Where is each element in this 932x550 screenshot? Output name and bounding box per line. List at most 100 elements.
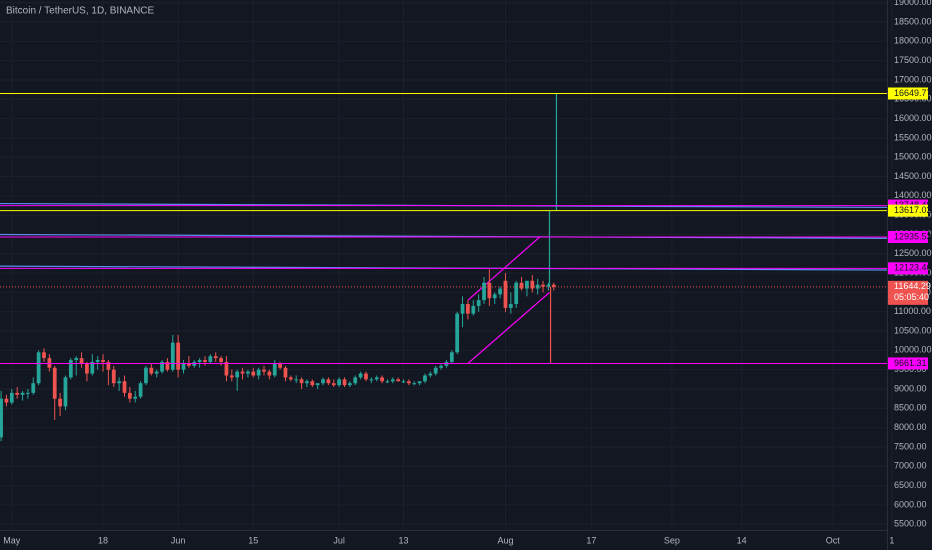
candle-body — [541, 284, 545, 287]
y-tick-label: 5500.00 — [894, 519, 927, 529]
candle-body — [278, 363, 282, 368]
x-tick-label: Jul — [333, 535, 345, 545]
candle-body — [208, 356, 213, 362]
y-tick-label: 9000.00 — [894, 383, 927, 393]
candle-body — [181, 363, 186, 370]
price-label-box — [888, 357, 928, 370]
y-tick-label: 6500.00 — [894, 480, 927, 490]
candle-body — [15, 392, 20, 395]
candle-body — [106, 361, 111, 370]
candle-body — [299, 379, 304, 384]
candle-body — [170, 342, 175, 370]
candle-body — [224, 361, 229, 376]
candle-body — [401, 381, 406, 383]
candle-body — [407, 381, 411, 384]
countdown-label: 05:05:40 — [894, 292, 929, 302]
candle-body — [514, 282, 519, 305]
candle-body — [262, 369, 266, 372]
price-label-box — [888, 262, 928, 275]
candle-body — [525, 280, 529, 289]
candle-body — [31, 383, 36, 393]
last-price-label: 11644.29 — [894, 281, 931, 291]
candle-body — [449, 352, 454, 362]
candle-body — [79, 358, 84, 364]
candle-body — [315, 383, 320, 386]
candle-body — [229, 375, 234, 378]
candle-body — [337, 379, 342, 386]
plot — [0, 92, 888, 442]
candle-body — [326, 379, 331, 384]
candle-body — [197, 360, 202, 362]
candle-body — [272, 363, 277, 376]
price-label: 9661.31 — [894, 358, 927, 368]
candle-body — [138, 383, 143, 397]
candle-body — [267, 371, 272, 376]
candle-body — [439, 365, 443, 368]
y-tick-label: 7000.00 — [894, 461, 927, 471]
candle-body — [26, 392, 30, 394]
candle-body — [101, 360, 105, 362]
price-label-box — [888, 87, 928, 100]
candle-body — [347, 383, 352, 386]
candle-body — [380, 377, 384, 382]
chart-title: Bitcoin / TetherUS, 1D, BINANCE — [6, 6, 155, 17]
candle-body — [95, 360, 100, 362]
candle-body — [85, 363, 89, 374]
candle-body — [52, 367, 57, 399]
candle-body — [154, 371, 159, 374]
candle-body — [213, 356, 218, 359]
candle-body — [187, 363, 191, 366]
y-tick-label: 17500.00 — [894, 55, 932, 65]
candle-body — [492, 294, 497, 299]
grid — [0, 0, 892, 530]
y-tick-label: 14000.00 — [894, 190, 932, 200]
axes: 5500.00 6000.00 6500.00 7000.00 7500.00 8000.… — [3, 0, 931, 545]
candle-body — [396, 379, 401, 382]
y-tick-label: 7500.00 — [894, 441, 927, 451]
candle-body — [385, 381, 390, 383]
candle-body — [331, 383, 336, 386]
candle-body — [423, 375, 427, 382]
candle-body — [117, 381, 122, 384]
candle-body — [9, 392, 14, 403]
y-tick-label: 11000.00 — [894, 306, 931, 316]
x-tick-label: 14 — [737, 535, 747, 545]
price-label: 13617.02 — [894, 205, 932, 215]
candle-body — [551, 284, 556, 287]
candle-body — [246, 371, 250, 374]
candle-body — [149, 367, 154, 374]
candle-body — [471, 305, 476, 314]
candle-body — [165, 361, 170, 370]
candle-body — [487, 282, 492, 299]
price-label: 12935.53 — [894, 231, 932, 241]
candle-body — [390, 379, 395, 382]
candle-body — [412, 383, 417, 385]
candle-body — [305, 381, 309, 384]
y-tick-label: 15000.00 — [894, 152, 932, 162]
candle-body — [364, 373, 368, 380]
candle-body — [321, 379, 325, 384]
candle-body — [428, 373, 433, 376]
candle-body — [508, 304, 513, 308]
x-tick-label: 13 — [399, 535, 409, 545]
candle-body — [68, 360, 73, 378]
candle-body — [90, 361, 95, 374]
candle-body — [36, 352, 41, 384]
y-tick-label: 10000.00 — [894, 345, 932, 355]
y-tick-label: 8000.00 — [894, 422, 927, 432]
x-tick-label: Aug — [497, 535, 513, 545]
candle-body — [353, 377, 358, 384]
candle-body — [133, 396, 138, 399]
x-tick-label: Jun — [171, 535, 186, 545]
candle-body — [111, 369, 116, 384]
y-tick-label: 10500.00 — [894, 325, 932, 335]
price-label: 12123.46 — [894, 263, 932, 273]
candle-body — [503, 280, 508, 308]
candle-body — [310, 381, 315, 386]
candle-body — [433, 367, 438, 374]
candle-body — [176, 342, 181, 370]
candle-body — [283, 367, 288, 378]
candle-body — [342, 379, 347, 386]
